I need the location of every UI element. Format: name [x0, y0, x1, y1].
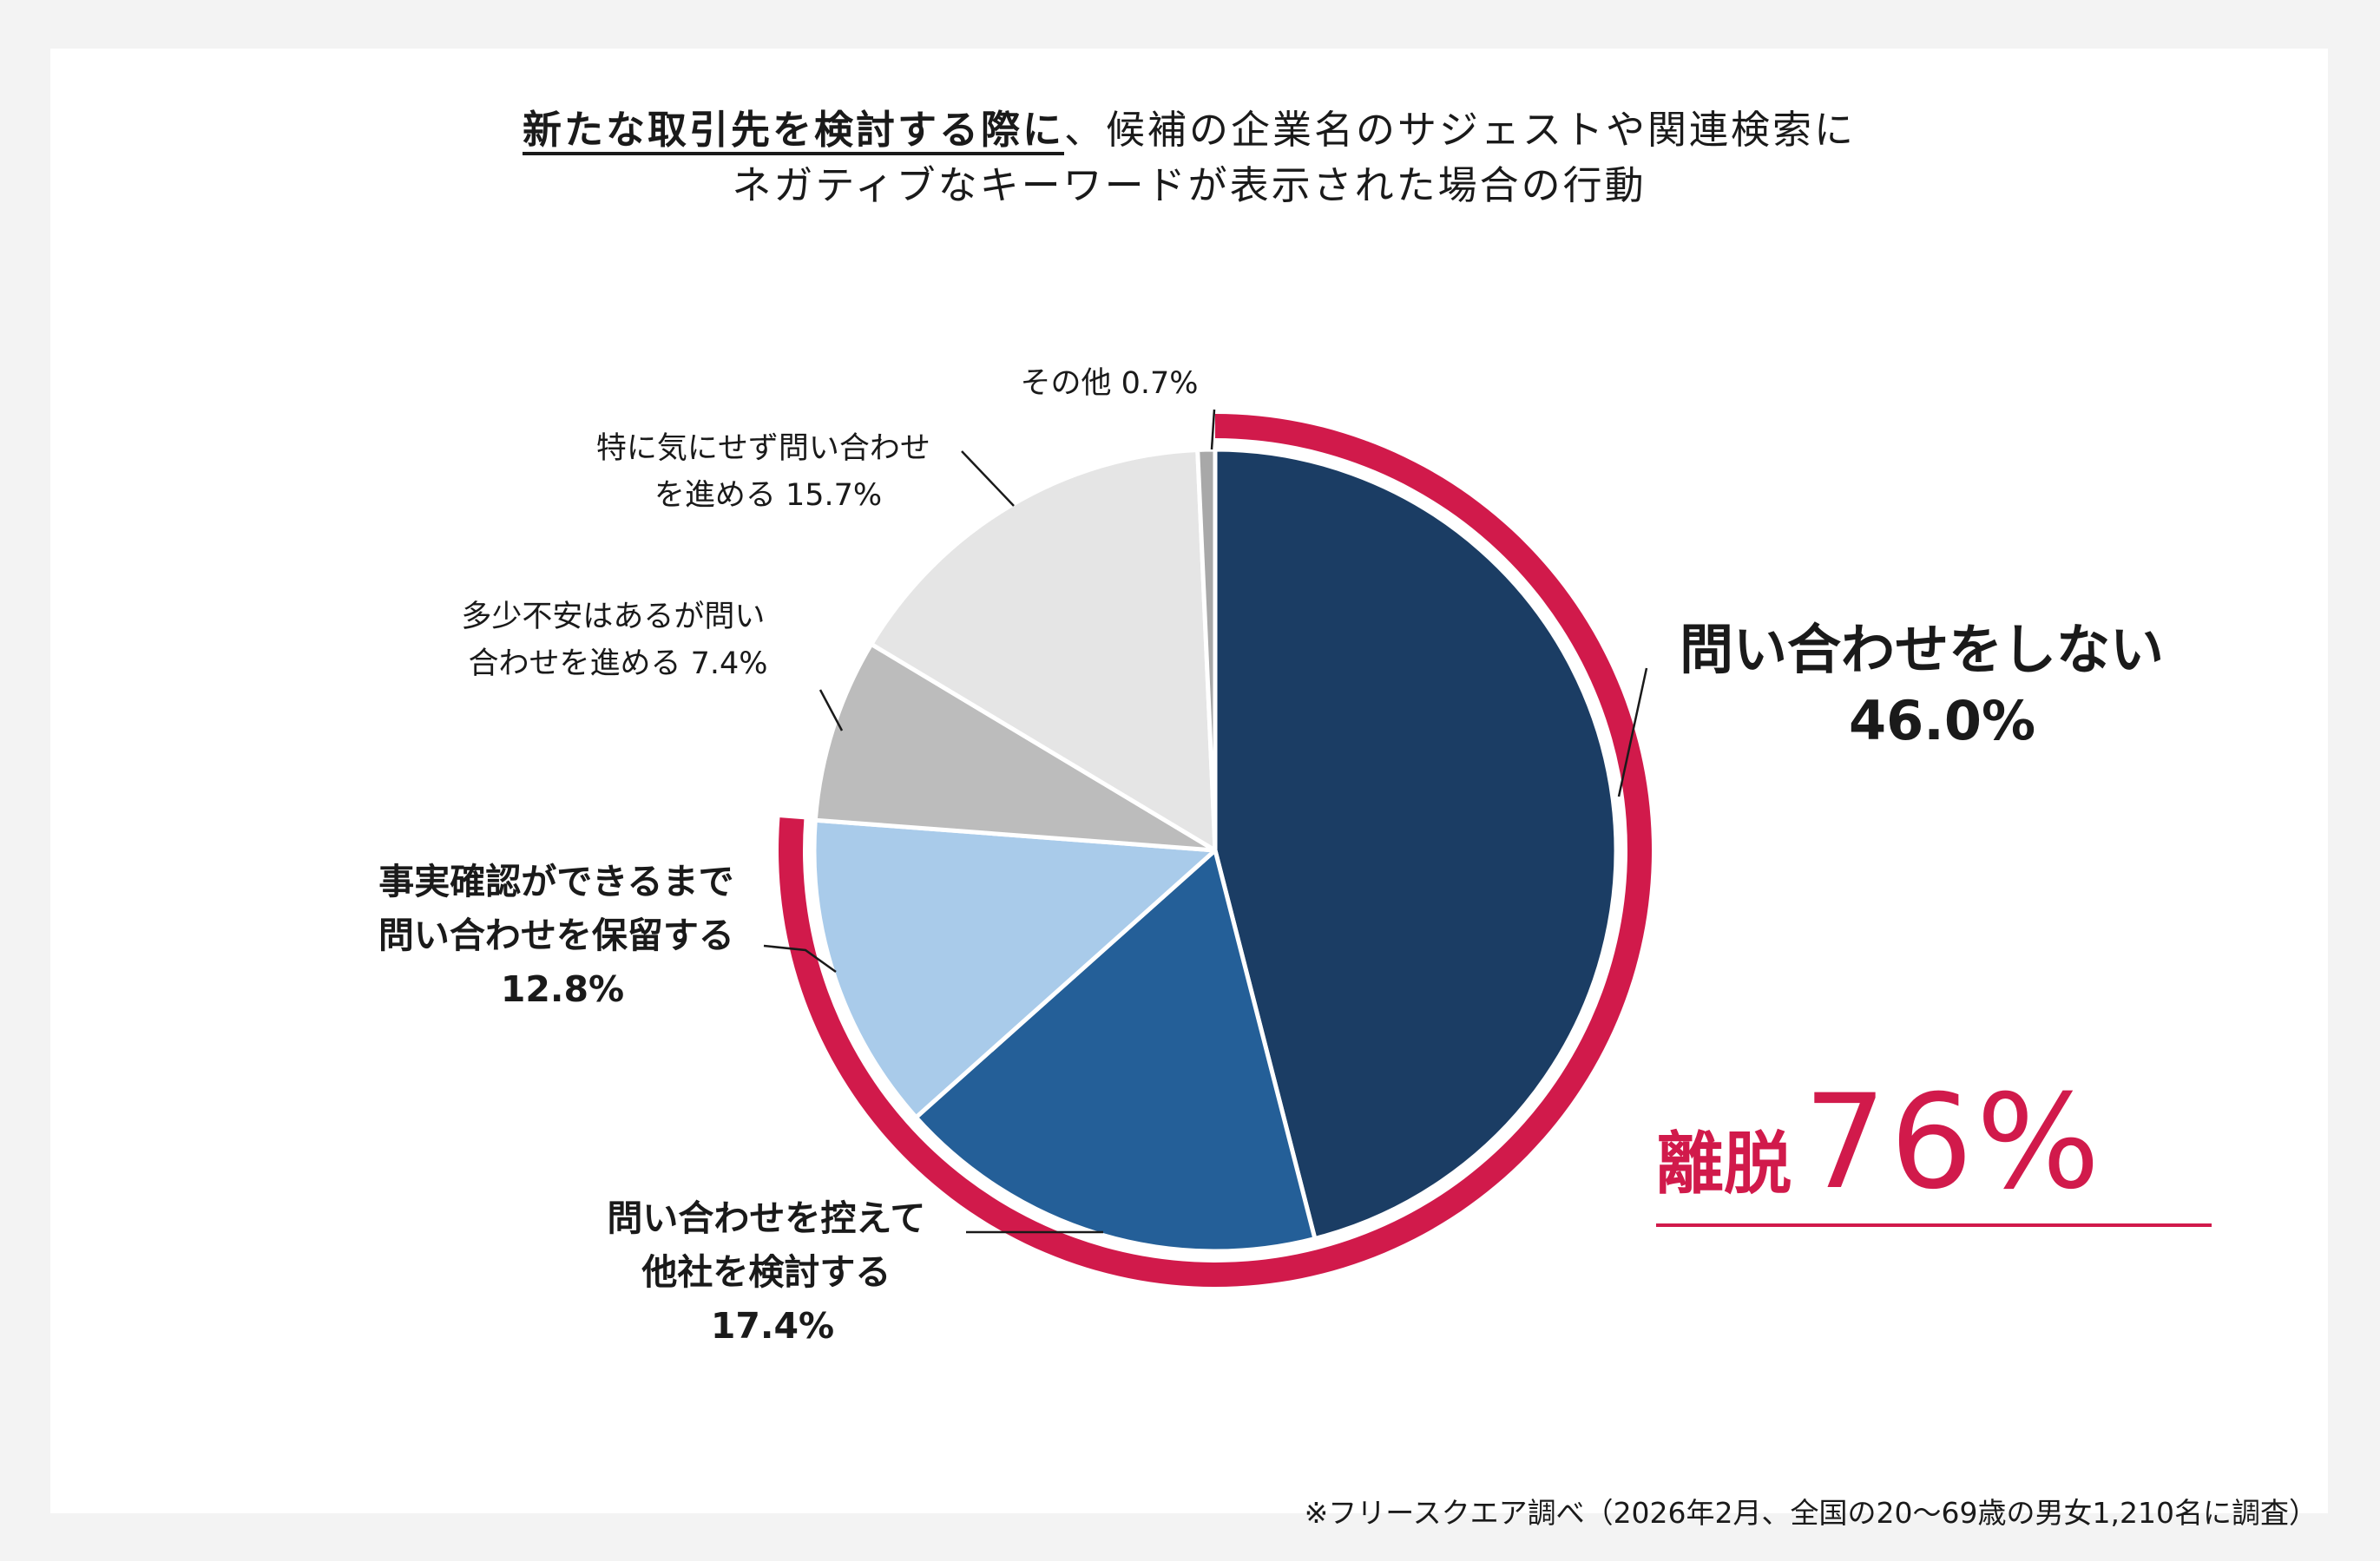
label-no-inquiry-text: 問い合わせをしない	[1680, 618, 2164, 681]
label-other-line1: その他 0.7%	[1020, 366, 1198, 401]
leader-line-no-concern	[961, 450, 1015, 507]
title-line1-rest: 、候補の企業名のサジェストや関連検索に	[1064, 107, 1857, 153]
source-footnote: ※フリースクエア調べ（2026年2月、全国の20～69歳の男女1,210名に調査…	[1304, 1496, 2318, 1530]
label-hold-pct: 12.8%	[501, 968, 624, 1010]
chart-title: 新たな取引先を検討する際に、候補の企業名のサジェストや関連検索に ネガティブなキ…	[50, 102, 2328, 213]
label-no-inquiry: 問い合わせをしない 46.0%	[1680, 618, 2183, 752]
pie-slice-anxious-proceed	[812, 641, 1218, 853]
pie-slice-no-concern	[869, 447, 1218, 853]
label-anxious-proceed-line2: 合わせを進める 7.4%	[468, 646, 767, 681]
pie-slice-hold	[812, 817, 1218, 1120]
label-other-company-line1: 問い合わせを控えて	[607, 1197, 925, 1239]
title-emphasis: 新たな取引先を検討する際に	[522, 107, 1064, 153]
label-other-company-pct: 17.4%	[711, 1305, 834, 1347]
label-hold: 事実確認ができるまで 問い合わせを保留する 12.8%	[378, 861, 746, 1010]
pie-slices	[812, 447, 1619, 1254]
label-hold-line1: 事実確認ができるまで	[378, 861, 733, 902]
churn-rate-callout: 離脱76%	[1656, 1067, 2212, 1227]
label-no-concern-line1: 特に気にせず問い合わせ	[596, 431, 930, 466]
label-anxious-proceed-line1: 多少不安はあるが問い	[461, 600, 765, 634]
leader-line-other	[1210, 409, 1216, 450]
label-no-inquiry-pct: 46.0%	[1849, 689, 2035, 752]
label-other-company-line2: 他社を検討する	[641, 1251, 891, 1293]
leader-line-anxious-proceed	[819, 689, 844, 731]
pie-slice-no-inquiry	[1213, 447, 1619, 1241]
leader-line-hold	[763, 944, 837, 974]
label-hold-line2: 問い合わせを保留する	[378, 915, 734, 956]
title-line2: ネガティブなキーワードが表示された場合の行動	[732, 162, 1647, 208]
label-other-company: 問い合わせを控えて 他社を検討する 17.4%	[607, 1197, 937, 1347]
churn-value: 76%	[1804, 1067, 2104, 1218]
pie-slice-other-company	[913, 848, 1318, 1254]
pie-slice-other	[1195, 447, 1218, 853]
label-no-concern-line2: を進める 15.7%	[654, 478, 882, 513]
churn-label: 離脱	[1656, 1125, 1792, 1204]
label-other: その他 0.7%	[1020, 366, 1198, 401]
label-anxious-proceed: 多少不安はあるが問い 合わせを進める 7.4%	[461, 600, 774, 681]
leader-line-no-inquiry	[1617, 667, 1648, 797]
label-no-concern: 特に気にせず問い合わせ を進める 15.7%	[596, 431, 940, 513]
